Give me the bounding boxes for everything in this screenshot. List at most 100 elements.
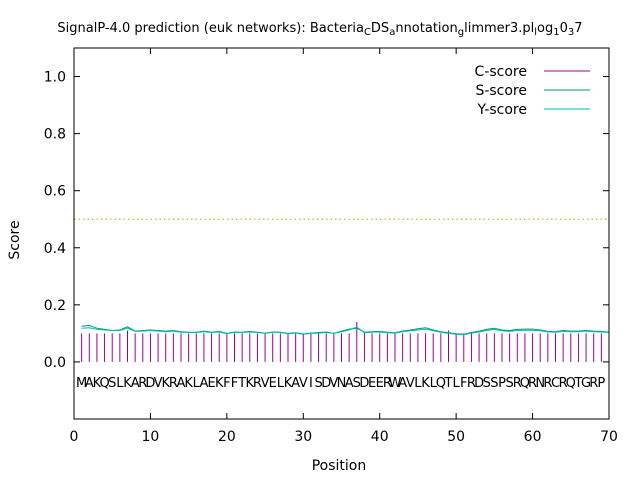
legend-label: C-score bbox=[475, 64, 527, 80]
y-tick-label: 0.6 bbox=[44, 184, 66, 200]
sequence-letter: K bbox=[421, 376, 430, 391]
sequence-letter: E bbox=[207, 376, 215, 391]
sequence-letter: A bbox=[345, 376, 354, 391]
sequence-letter: Q bbox=[99, 376, 109, 391]
x-tick-label: 50 bbox=[447, 429, 465, 445]
series-c-score bbox=[81, 321, 610, 362]
sequence-letter: I bbox=[309, 376, 313, 391]
sequence-letter: L bbox=[414, 376, 422, 391]
plot-frame bbox=[73, 47, 610, 420]
sequence-letter: W bbox=[389, 376, 402, 391]
sequence-letter: R bbox=[528, 376, 537, 391]
x-tick-label: 10 bbox=[142, 429, 160, 445]
sequence-letter: M bbox=[76, 376, 87, 391]
x-tick-label: 60 bbox=[524, 429, 542, 445]
sequence-letter: R bbox=[589, 376, 598, 391]
sequence-letter: F bbox=[223, 376, 230, 391]
legend-label: Y-score bbox=[476, 102, 527, 118]
sequence-letter: D bbox=[359, 376, 369, 391]
sequence-letter: D bbox=[145, 376, 155, 391]
y-score-line bbox=[81, 326, 610, 336]
sequence-letter: T bbox=[573, 376, 582, 391]
y-tick-label: 0.2 bbox=[44, 298, 66, 314]
title-segment: 1 bbox=[553, 27, 559, 38]
sequence-letter: R bbox=[138, 376, 147, 391]
y-tick-label: 1.0 bbox=[44, 70, 66, 86]
sequence-letter: C bbox=[551, 376, 560, 391]
sequence-letter: R bbox=[169, 376, 178, 391]
sequence-letter: L bbox=[277, 376, 285, 391]
sequence-letter: V bbox=[261, 376, 270, 391]
sequence-letter: S bbox=[314, 376, 322, 391]
sequence-letter: K bbox=[123, 376, 132, 391]
sequence-letter: F bbox=[231, 376, 238, 391]
sequence-letter: S bbox=[506, 376, 514, 391]
sequence-letter: Q bbox=[566, 376, 576, 391]
sequence-letter: L bbox=[116, 376, 124, 391]
sequence-letter: L bbox=[430, 376, 438, 391]
sequence-letter: S bbox=[108, 376, 116, 391]
y-tick-label: 0.0 bbox=[44, 355, 66, 371]
s-score-line bbox=[81, 324, 610, 335]
series-s-score bbox=[81, 324, 610, 335]
sequence-letter: G bbox=[581, 376, 591, 391]
sequence-letter: E bbox=[269, 376, 277, 391]
sequence-letter: D bbox=[321, 376, 331, 391]
sequence-letter: N bbox=[535, 376, 545, 391]
sequence-letter: R bbox=[513, 376, 522, 391]
sequence-letter: R bbox=[383, 376, 392, 391]
sequence-letter: K bbox=[93, 376, 102, 391]
sequence-letter: A bbox=[291, 376, 300, 391]
sequence-letter: E bbox=[368, 376, 376, 391]
sequence-letter: K bbox=[246, 376, 255, 391]
sequence-letter: L bbox=[193, 376, 201, 391]
sequence-letter: K bbox=[184, 376, 193, 391]
title-segment: C bbox=[364, 27, 371, 38]
sequence-letter: S bbox=[483, 376, 491, 391]
legend-label: S-score bbox=[475, 83, 527, 99]
sequence-letter: F bbox=[460, 376, 467, 391]
sequence-letter: V bbox=[299, 376, 308, 391]
sequence-letter: V bbox=[406, 376, 415, 391]
sequence-letter: Q bbox=[436, 376, 446, 391]
title-segment: a bbox=[389, 27, 395, 38]
x-tick-label: 30 bbox=[294, 429, 312, 445]
title-segment: l bbox=[534, 27, 537, 38]
sequence-letter: V bbox=[329, 376, 338, 391]
sequence-letter: A bbox=[131, 376, 140, 391]
sequence-letter: D bbox=[474, 376, 484, 391]
title-segment: og bbox=[537, 21, 553, 36]
series-y-score bbox=[81, 326, 610, 336]
sequence-letter: K bbox=[161, 376, 170, 391]
sequence-letter: P bbox=[597, 376, 605, 391]
sequence-letter: R bbox=[467, 376, 476, 391]
sequence-letter: Q bbox=[520, 376, 530, 391]
title-segment: nnotation bbox=[395, 21, 457, 36]
chart-title: SignalP-4.0 prediction (euk networks): B… bbox=[57, 21, 582, 38]
sequence-letter: R bbox=[559, 376, 568, 391]
sequence-letter: S bbox=[490, 376, 498, 391]
y-tick-label: 0.8 bbox=[44, 127, 66, 143]
sequence-letter: R bbox=[253, 376, 262, 391]
legend: C-score S-score Y-score bbox=[475, 64, 590, 118]
sequence-letter: A bbox=[199, 376, 208, 391]
title-segment: g bbox=[458, 27, 464, 38]
x-tick-label: 20 bbox=[218, 429, 236, 445]
sequence-letter: S bbox=[353, 376, 361, 391]
sequence-letter: R bbox=[543, 376, 552, 391]
x-tick-label: 0 bbox=[70, 429, 79, 445]
sequence-letter: A bbox=[398, 376, 407, 391]
title-segment: DS bbox=[371, 21, 389, 36]
title-segment: SignalP-4.0 prediction (euk networks): B… bbox=[57, 21, 364, 36]
sequence-letter: A bbox=[177, 376, 186, 391]
sequence-letter: P bbox=[498, 376, 506, 391]
title-segment: 7 bbox=[574, 21, 582, 36]
x-tick-label: 40 bbox=[371, 429, 389, 445]
sequence-letter: V bbox=[154, 376, 163, 391]
sequence-letter: K bbox=[284, 376, 293, 391]
y-axis-label: Score bbox=[7, 220, 23, 259]
title-segment: limmer3.pl bbox=[464, 21, 534, 36]
y-tick-label: 0.4 bbox=[44, 241, 66, 257]
